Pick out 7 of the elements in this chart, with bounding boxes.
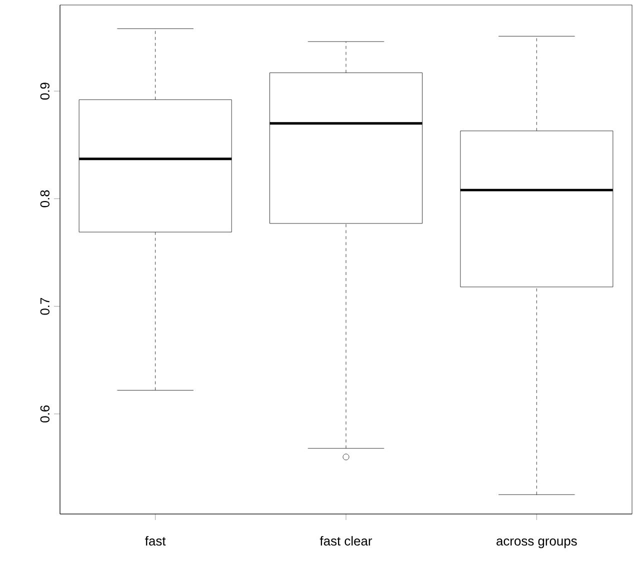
y-tick-label: 0.6 [40, 405, 50, 422]
x-tick-label: across groups [496, 538, 577, 548]
y-tick-label: 0.9 [40, 82, 50, 100]
x-tick-label: fast [145, 536, 166, 546]
x-tick-label: fast clear [320, 536, 372, 546]
y-tick-label: 0.7 [40, 298, 50, 315]
y-tick-label: 0.8 [40, 190, 50, 208]
